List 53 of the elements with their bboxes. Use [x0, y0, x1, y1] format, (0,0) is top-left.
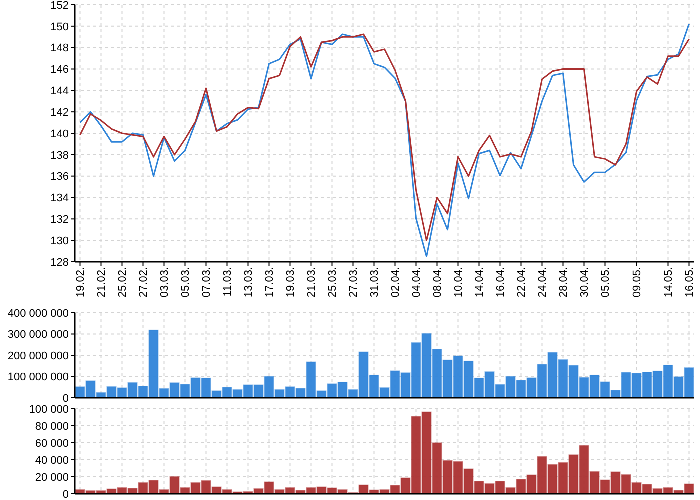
- x-tick-label: 13.03.: [243, 267, 256, 298]
- y-tick-label: 100 000: [29, 404, 69, 416]
- x-tick-label: 14.04.: [474, 267, 486, 298]
- x-tick-label: 27.03.: [348, 267, 360, 298]
- x-tick-label: 03.03.: [159, 267, 172, 298]
- x-tick-label: 09.05.: [632, 267, 644, 298]
- y-tick-label: 150: [50, 21, 69, 34]
- y-tick-label: 20 000: [35, 472, 69, 484]
- y-tick-label: 400 000 000: [8, 308, 69, 320]
- x-tick-label: 17.03.: [264, 267, 276, 298]
- y-tick-label: 128: [50, 256, 69, 269]
- x-tick-label: 14.05.: [663, 267, 676, 298]
- x-tick-label: 16.05.: [684, 267, 696, 298]
- y-tick-label: 132: [50, 214, 69, 226]
- y-tick-label: 134: [50, 192, 69, 205]
- x-tick-label: 05.03.: [180, 267, 192, 298]
- x-tick-label: 11.03.: [222, 267, 234, 297]
- x-tick-label: 04.04.: [411, 267, 424, 298]
- y-tick-label: 0: [62, 392, 69, 405]
- y-tick-label: 80 000: [35, 420, 69, 433]
- y-tick-label: 144: [50, 86, 69, 98]
- x-tick-label: 02.04.: [390, 267, 402, 298]
- x-tick-label: 08.04.: [432, 267, 444, 298]
- y-tick-label: 152: [50, 0, 69, 12]
- x-tick-label: 16.04.: [495, 267, 508, 298]
- x-tick-label: 19.03.: [285, 267, 298, 298]
- x-tick-label: 10.04.: [453, 267, 466, 298]
- y-tick-label: 300 000 000: [8, 329, 69, 342]
- x-tick-label: 05.05.: [600, 267, 612, 298]
- y-tick-label: 100 000 000: [8, 372, 69, 384]
- x-tick-label: 31.03.: [369, 267, 382, 298]
- x-tick-label: 25.03.: [327, 267, 340, 298]
- y-tick-label: 60 000: [35, 438, 69, 450]
- x-tick-label: 24.04.: [537, 267, 550, 298]
- x-tick-label: 28.04.: [558, 267, 570, 298]
- x-tick-label: 07.03.: [201, 267, 214, 298]
- x-tick-label: 30.04.: [579, 267, 592, 298]
- y-tick-label: 130: [50, 235, 69, 248]
- x-tick-label: 21.02.: [96, 267, 108, 298]
- y-tick-label: 140: [50, 128, 69, 140]
- x-tick-label: 25.02.: [117, 267, 130, 298]
- y-tick-label: 146: [50, 64, 69, 76]
- y-tick-label: 136: [50, 171, 69, 184]
- x-tick-label: 22.04.: [516, 267, 528, 298]
- y-tick-label: 148: [50, 42, 69, 55]
- y-tick-label: 200 000 000: [8, 350, 69, 362]
- y-tick-label: 142: [50, 106, 69, 119]
- x-tick-label: 19.02.: [75, 267, 88, 298]
- y-tick-label: 138: [50, 150, 69, 162]
- x-tick-label: 27.02.: [138, 267, 150, 298]
- y-tick-label: 0: [62, 488, 69, 500]
- y-tick-label: 40 000: [35, 454, 69, 467]
- x-tick-label: 21.03.: [306, 267, 318, 298]
